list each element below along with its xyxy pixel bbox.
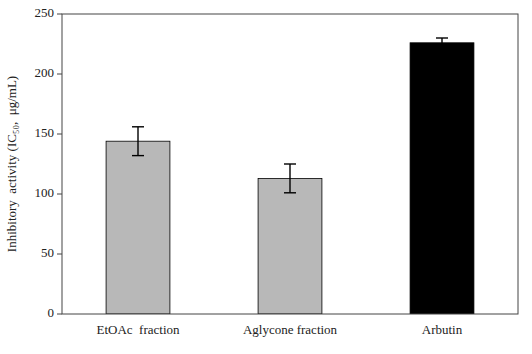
y-tick (57, 74, 62, 75)
y-axis-label: Inhibitory activity (IC₅₀, μg/mL) (4, 76, 19, 252)
y-tick (57, 254, 62, 255)
error-bars (132, 38, 448, 193)
y-tick-label: 50 (41, 245, 54, 260)
y-axis: 0 50 100 150 200 250 (35, 5, 63, 320)
x-axis: EtOAc fraction Aglycone fraction Arbutin (96, 322, 462, 337)
chart: 0 50 100 150 200 250 EtOAc fraction Aglycone fr… (0, 0, 532, 354)
y-tick-label: 100 (35, 185, 55, 200)
y-tick (57, 194, 62, 195)
bar (410, 43, 474, 314)
chart-container: 0 50 100 150 200 250 EtOAc fraction Aglycone fr… (0, 0, 532, 354)
error-bar (436, 38, 448, 48)
y-tick-label: 150 (35, 125, 55, 140)
y-tick (57, 14, 62, 15)
x-tick-label: Arbutin (422, 322, 463, 337)
y-tick-label: 200 (35, 65, 55, 80)
y-tick (57, 134, 62, 135)
bars (106, 43, 474, 314)
error-bar (284, 164, 296, 193)
bar (106, 141, 170, 314)
y-tick-label: 250 (35, 5, 55, 20)
y-tick (57, 314, 62, 315)
error-bar (132, 127, 144, 156)
y-tick-label: 0 (48, 305, 55, 320)
x-tick-label: Aglycone fraction (243, 322, 338, 337)
plot-frame (62, 14, 518, 314)
bar (258, 178, 322, 314)
x-tick-label: EtOAc fraction (96, 322, 180, 337)
